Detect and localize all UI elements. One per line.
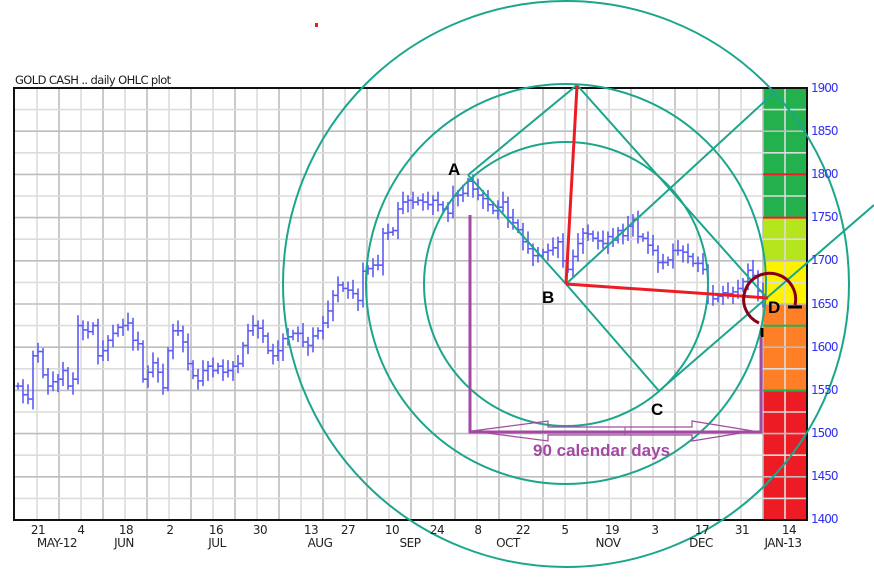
x-tick-label: 4	[77, 523, 85, 537]
y-tick-label: 1500	[811, 426, 839, 440]
x-tick-label: 2	[166, 523, 174, 537]
gann-circle	[365, 83, 767, 485]
x-tick-label: 27	[340, 523, 356, 537]
x-tick-label: 8	[474, 523, 482, 537]
x-tick-label: 17	[694, 523, 710, 537]
x-tick-label: 31	[734, 523, 750, 537]
x-tick-label: 5	[561, 523, 569, 537]
x-month-label: MAY-12	[36, 536, 78, 550]
x-tick-label: 16	[208, 523, 224, 537]
gann-line	[565, 90, 777, 285]
double-arrow-icon	[471, 420, 754, 442]
zone-lines	[763, 173, 807, 392]
chart-title: GOLD CASH .. daily OHLC plot	[15, 73, 171, 87]
x-tick-label: 21	[30, 523, 46, 537]
x-tick-label: 10	[384, 523, 400, 537]
y-tick-label: 1550	[811, 383, 839, 397]
y-tick-label: 1450	[811, 469, 839, 483]
y-tick-label: 1400	[811, 512, 839, 526]
x-month-label: OCT	[496, 536, 520, 550]
gann-line	[467, 174, 567, 285]
gann-circle	[282, 0, 850, 568]
x-tick-label: 30	[252, 523, 268, 537]
point-label-d: D	[768, 298, 781, 317]
y-tick-label: 1800	[811, 167, 839, 181]
y-tick-label: 1700	[811, 253, 839, 267]
time-span-bracket	[468, 215, 763, 434]
gann-line	[565, 283, 660, 392]
x-month-label: JUL	[208, 536, 226, 550]
point-label-a: A	[448, 160, 461, 179]
x-month-label: SEP	[399, 536, 421, 550]
point-label-c: C	[651, 400, 664, 419]
gann-circle	[423, 141, 709, 427]
time-span-label: 90 calendar days	[533, 441, 671, 460]
annotations	[282, 0, 874, 568]
gann-line	[576, 84, 768, 299]
chart-grid	[14, 88, 807, 520]
y-tick-label: 1600	[811, 340, 839, 354]
x-tick-label: 19	[604, 523, 620, 537]
radius-line	[565, 282, 769, 300]
x-month-label: JAN-13	[764, 536, 802, 550]
x-tick-label: 13	[303, 523, 319, 537]
point-label-b: B	[542, 288, 555, 307]
gann-line	[467, 84, 578, 176]
y-tick-label: 1750	[811, 210, 839, 224]
red-dot-marker	[315, 23, 318, 27]
radius-line	[564, 85, 579, 285]
x-month-label: AUG	[307, 536, 333, 550]
x-tick-label: 14	[781, 523, 797, 537]
x-month-label: NOV	[595, 536, 621, 550]
ohlc-bars	[15, 174, 766, 410]
y-tick-label: 1900	[811, 81, 839, 95]
y-tick-label: 1850	[811, 124, 839, 138]
x-month-label: JUN	[114, 536, 134, 550]
y-tick-label: 1650	[811, 297, 839, 311]
x-tick-label: 18	[118, 523, 134, 537]
x-tick-label: 3	[651, 523, 659, 537]
x-tick-label: 22	[515, 523, 531, 537]
x-month-label: DEC	[689, 536, 713, 550]
rotation-arc	[742, 271, 798, 325]
x-tick-label: 24	[429, 523, 445, 537]
